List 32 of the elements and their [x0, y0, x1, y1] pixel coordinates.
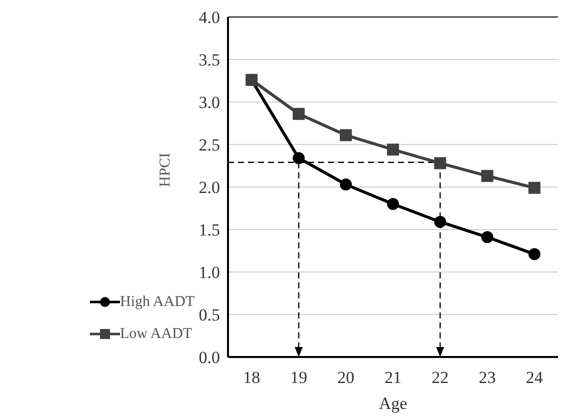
- y-tick-label: 0.5: [198, 306, 220, 325]
- y-tick-label: 4.0: [198, 8, 220, 28]
- point: [292, 152, 305, 164]
- y-tick-label: 3.0: [198, 93, 220, 112]
- x-tick-label: 22: [432, 368, 449, 388]
- y-axis-title: HPCI: [157, 152, 174, 187]
- point: [434, 157, 446, 170]
- y-tick-label: 2.0: [198, 178, 220, 198]
- x-tick-label: 19: [290, 368, 308, 388]
- point: [387, 144, 399, 156]
- x-tick-label: 20: [337, 368, 354, 388]
- point: [481, 170, 494, 182]
- y-tick-label: 3.5: [198, 50, 220, 70]
- y-tick-label: 0.0: [198, 348, 220, 368]
- x-tick-label: 23: [478, 368, 496, 388]
- point: [292, 108, 305, 120]
- y-tick-label: 1.5: [198, 220, 220, 240]
- x-tick-label: 24: [526, 368, 544, 388]
- point: [340, 129, 352, 142]
- point: [387, 198, 399, 210]
- point: [528, 248, 540, 260]
- y-tick-label: 2.5: [198, 136, 220, 155]
- legend-label: High AADT: [120, 294, 195, 310]
- x-tick-label: 21: [384, 368, 402, 388]
- y-tick-label: 1.0: [198, 263, 220, 282]
- x-tick-label: 18: [243, 368, 260, 388]
- legend-label: Low AADT: [120, 326, 192, 342]
- point: [434, 216, 446, 228]
- point: [528, 182, 540, 194]
- point: [481, 231, 494, 244]
- x-axis-title: Age: [378, 394, 408, 413]
- point: [340, 178, 352, 190]
